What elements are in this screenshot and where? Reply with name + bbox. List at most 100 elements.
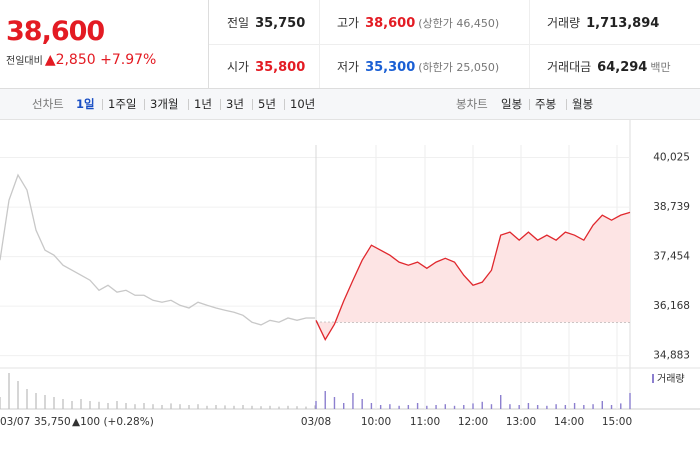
stats-row: 시가 35,800 저가 35,300 (하한가 25,050) 거래대금 64,294 백만 — [209, 44, 700, 88]
volume-bar — [134, 404, 136, 409]
divider — [319, 0, 320, 88]
stat: 전일 35,750 — [227, 0, 305, 44]
volume-bar — [407, 405, 410, 409]
volume-bar — [333, 397, 336, 409]
price-line — [315, 211, 631, 341]
volume-bar — [296, 406, 298, 409]
change-line: 전일대비 ▲2,850 +7.97% — [6, 52, 156, 68]
stat-note: (상한가 46,450) — [418, 17, 500, 30]
volume-bar — [601, 401, 603, 409]
stat: 거래량 1,713,894 — [547, 0, 659, 44]
volume-bar — [116, 401, 118, 409]
x-tick-label: 12:00 — [458, 416, 488, 428]
volume-bar — [80, 399, 82, 409]
y-tick-label: 38,739 — [653, 201, 690, 213]
volume-bar — [573, 403, 576, 409]
tab-separator — [144, 99, 145, 110]
volume-bar — [389, 404, 391, 409]
volume-bar — [444, 404, 446, 409]
volume-bar — [242, 405, 244, 409]
period-tab[interactable]: 3년 — [226, 97, 244, 111]
volume-bar — [610, 405, 613, 409]
volume-bar — [233, 405, 235, 409]
period-tab[interactable]: 1일 — [76, 97, 95, 111]
volume-bar — [453, 405, 456, 409]
volume-bar — [370, 403, 373, 409]
header: 38,600 전일대비 ▲2,850 +7.97% 전일 35,750 고가 38,60… — [0, 0, 700, 89]
volume-bar — [592, 404, 594, 409]
volume-bar — [416, 403, 419, 409]
change-amount: ▲2,850 — [44, 52, 96, 68]
y-tick-label: 37,454 — [653, 251, 690, 263]
volume-bar — [361, 399, 363, 409]
volume-bar — [527, 403, 530, 409]
divider — [529, 0, 530, 88]
volume-bar — [509, 404, 511, 409]
volume-bar — [629, 393, 631, 409]
stat-label: 저가 — [337, 60, 360, 74]
volume-bar — [426, 405, 428, 409]
volume-bar — [564, 405, 567, 409]
stat-value: 35,750 — [255, 16, 306, 31]
x-tick-label: 14:00 — [554, 416, 584, 428]
volume-bar — [398, 405, 400, 409]
stat-value: 35,800 — [255, 60, 306, 75]
candle-tab[interactable]: 일봉 — [501, 97, 523, 111]
volume-bar — [188, 405, 190, 409]
volume-bar — [314, 405, 316, 409]
candle-tab[interactable]: 주봉 — [535, 97, 557, 111]
period-tab[interactable]: 1년 — [194, 97, 212, 111]
volume-bar — [161, 405, 163, 409]
volume-bar — [472, 403, 474, 409]
price-line — [0, 173, 315, 326]
volume-bar — [518, 405, 520, 409]
volume-bar — [379, 405, 382, 409]
tab-separator — [529, 99, 530, 110]
volume-bar — [546, 405, 548, 409]
stat-label: 거래대금 — [547, 60, 592, 74]
stat-note: (하한가 25,050) — [418, 61, 500, 74]
volume-bar — [170, 403, 172, 409]
period-tab[interactable]: 3개월 — [150, 97, 179, 111]
stat: 거래대금 64,294 백만 — [547, 44, 671, 88]
volume-bar — [143, 403, 145, 409]
volume-bar — [206, 405, 208, 409]
volume-bar — [224, 405, 226, 409]
volume-bar — [583, 405, 585, 409]
area-fill — [316, 212, 630, 340]
period-tab[interactable]: 5년 — [258, 97, 276, 111]
tab-group-label: 선차트 — [32, 97, 64, 111]
period-tab[interactable]: 10년 — [290, 97, 316, 111]
volume-bar — [435, 405, 437, 409]
x-tick-label: 03/08 — [301, 416, 331, 428]
volume-bar — [278, 406, 280, 409]
volume-bar — [324, 391, 326, 409]
volume-bar — [352, 393, 354, 409]
tab-separator — [102, 99, 103, 110]
candle-tab[interactable]: 월봉 — [572, 97, 594, 111]
tab-separator — [284, 99, 285, 110]
volume-bar — [8, 373, 10, 409]
stats: 전일 35,750 고가 38,600 (상한가 46,450) 거래량 1,713,894… — [208, 0, 700, 88]
y-tick-label: 40,025 — [653, 152, 690, 164]
x-tick-label: 13:00 — [506, 416, 536, 428]
volume-bar — [125, 403, 127, 409]
volume-bar — [481, 401, 483, 409]
volume-bar — [260, 406, 262, 409]
volume-legend-swatch — [652, 374, 654, 383]
x-tick-label: 15:00 — [602, 416, 632, 428]
volume-bar — [71, 401, 73, 409]
x-tick-label: 11:00 — [410, 416, 440, 428]
volume-bar — [26, 389, 28, 409]
stat-note: 백만 — [650, 61, 671, 74]
tab-separator — [252, 99, 253, 110]
volume-bar — [44, 395, 46, 409]
volume-bar — [251, 405, 253, 409]
volume-bar — [89, 401, 91, 409]
period-tab[interactable]: 1주일 — [108, 97, 137, 111]
current-price: 38,600 — [6, 16, 105, 47]
stat-label: 고가 — [337, 16, 360, 30]
volume-bar — [98, 401, 100, 409]
volume-bar — [35, 393, 37, 409]
